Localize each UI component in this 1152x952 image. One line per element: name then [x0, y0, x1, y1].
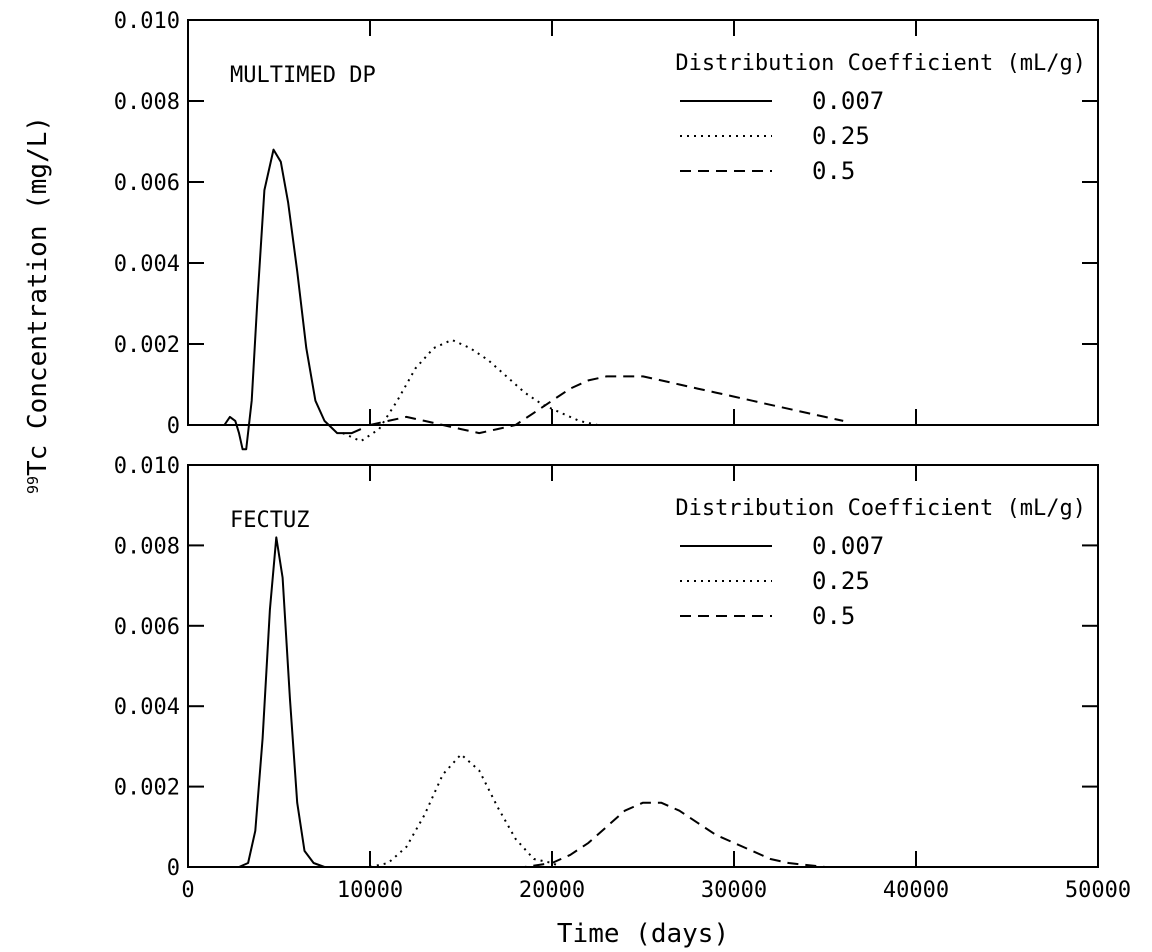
x-tick-label: 30000 — [701, 878, 767, 903]
legend-label: 0.007 — [812, 532, 884, 560]
panel-title: FECTUZ — [230, 508, 309, 533]
y-tick-label: 0.006 — [114, 615, 180, 640]
series-line-solid — [238, 536, 325, 868]
x-tick-label: 40000 — [883, 878, 949, 903]
x-axis-title: Time (days) — [557, 919, 729, 949]
y-tick-label: 0.008 — [114, 534, 180, 559]
panel-1: 0 0.002 0.004 0.006 0.008 0.010 MULTIMED DP Dis… — [114, 9, 1099, 451]
y-tick-label: 0 — [167, 856, 180, 881]
legend-title: Distribution Coefficient (mL/g) — [675, 51, 1086, 76]
y-tick-label: 0.008 — [114, 90, 180, 115]
y-tick-label: 0.002 — [114, 333, 180, 358]
y-tick-label: 0.004 — [114, 252, 180, 277]
y-tick-label: 0.010 — [114, 454, 180, 479]
legend-label: 0.5 — [812, 602, 855, 630]
y-axis-title: 99Tc Concentration (mg/L) — [23, 116, 53, 494]
legend-label: 0.25 — [812, 567, 870, 595]
y-tick-label: 0.002 — [114, 776, 180, 801]
series-line-solid — [223, 148, 362, 451]
panel-2: 0 0.002 0.004 0.006 0.008 0.010 0 10000 20000 300… — [114, 454, 1131, 949]
legend-label: 0.007 — [812, 87, 884, 115]
series-line-dashed — [369, 375, 844, 435]
panels: 0 0.002 0.004 0.006 0.008 0.010 MULTIMED DP Dis… — [114, 9, 1131, 949]
x-tick-label: 20000 — [519, 878, 585, 903]
y-tick-label: 0.004 — [114, 695, 180, 720]
plot-frame — [187, 19, 1099, 426]
panel-title: MULTIMED DP — [230, 63, 376, 88]
y-tick-label: 0.010 — [114, 9, 180, 34]
y-tick-label: 0 — [167, 414, 180, 439]
legend-title: Distribution Coefficient (mL/g) — [675, 496, 1086, 521]
legend-label: 0.25 — [812, 122, 870, 150]
x-tick-label: 10000 — [337, 878, 403, 903]
legend-label: 0.5 — [812, 157, 855, 185]
y-axis-title-superscript: 99 — [24, 476, 42, 494]
y-tick-label: 0.006 — [114, 171, 180, 196]
plot-frame — [187, 464, 1099, 868]
x-tick-label: 0 — [181, 878, 194, 903]
y-axis-title-main: Tc Concentration (mg/L) — [23, 116, 53, 476]
series-line-dashed — [497, 801, 916, 868]
x-tick-label: 50000 — [1065, 878, 1131, 903]
